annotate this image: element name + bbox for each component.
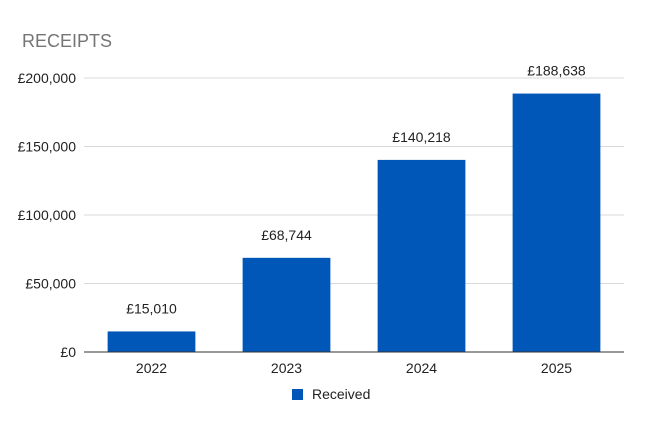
bar-2024 [377,159,466,352]
x-tick-label-2024: 2024 [406,360,437,376]
x-tick-label-2022: 2022 [136,360,167,376]
data-label-2025: £188,638 [527,63,586,79]
data-label-2023: £68,744 [261,227,312,243]
y-tick-label: £50,000 [25,276,76,292]
y-tick-label: £0 [60,344,76,360]
data-label-2024: £140,218 [392,129,451,145]
legend-label-received: Received [312,386,370,402]
bars [107,93,601,352]
bar-2025 [512,93,601,352]
y-tick-label: £100,000 [18,207,77,223]
bar-2023 [242,257,331,352]
x-axis-tick-labels: 2022 2023 2024 2025 [136,360,572,376]
x-tick-label-2023: 2023 [271,360,302,376]
y-tick-label: £150,000 [18,139,77,155]
y-tick-label: £200,000 [18,70,77,86]
legend: Received [292,386,370,402]
legend-swatch-received [292,389,303,400]
data-label-2022: £15,010 [126,300,177,316]
x-tick-label-2025: 2025 [541,360,572,376]
y-axis-tick-labels: £0 £50,000 £100,000 £150,000 £200,000 [18,70,77,360]
bar-2022 [107,331,196,352]
data-labels: £15,010 £68,744 £140,218 £188,638 [126,63,586,317]
chart-title: RECEIPTS [22,31,112,51]
